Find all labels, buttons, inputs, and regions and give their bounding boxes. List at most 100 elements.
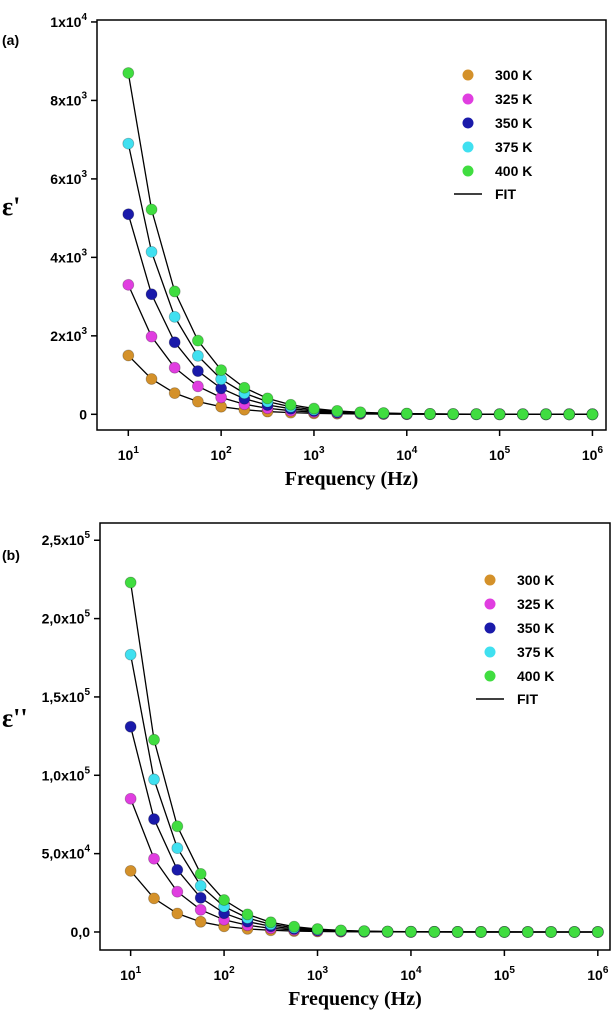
legend-label: FIT	[495, 186, 516, 202]
data-point	[148, 813, 160, 825]
y-tick-label-exp: 3	[81, 247, 87, 258]
data-point	[261, 392, 274, 405]
data-point	[148, 733, 160, 746]
data-point	[171, 863, 184, 876]
data-point	[122, 349, 135, 362]
data-point	[241, 908, 254, 921]
legend-label: 300 K	[495, 67, 532, 83]
y-tick-label: 1x104	[50, 12, 87, 30]
x-tick-label: 103	[307, 965, 329, 983]
plot-frame	[96, 19, 607, 431]
data-point	[194, 891, 207, 904]
data-point	[191, 349, 204, 362]
panel-label: (a)	[2, 32, 19, 48]
data-point	[124, 792, 137, 805]
x-tick-label: 101	[120, 965, 142, 983]
data-point	[335, 924, 347, 937]
data-point	[381, 925, 394, 938]
data-point	[194, 915, 207, 928]
data-point	[191, 380, 204, 393]
data-point	[568, 926, 581, 938]
data-point	[168, 361, 181, 374]
legend-label: 375 K	[517, 644, 554, 660]
x-tick-label: 101	[118, 445, 140, 463]
x-tick-label: 104	[396, 445, 418, 463]
x-tick-label: 102	[214, 965, 236, 983]
y-tick-label-exp: 4	[84, 844, 90, 855]
data-point	[516, 408, 529, 421]
x-tick-label-base: 10	[118, 447, 134, 463]
data-point	[405, 925, 417, 938]
x-tick-label-base: 10	[303, 447, 319, 463]
data-point	[122, 278, 135, 291]
y-tick-label: 1,0x105	[42, 765, 91, 783]
y-tick-label-base: 1x10	[50, 14, 81, 30]
y-tick-label-exp: 5	[84, 609, 90, 620]
data-point	[288, 920, 301, 933]
y-tick-label-base: 1,5x10	[42, 689, 85, 705]
legend-label: 325 K	[495, 91, 532, 107]
y-tick-label-exp: 3	[81, 169, 87, 180]
x-tick-label-exp: 1	[136, 965, 142, 976]
legend-marker	[484, 598, 496, 610]
data-point	[354, 406, 367, 419]
legend-label: 375 K	[495, 139, 532, 155]
y-tick-label-base: 2,0x10	[42, 611, 85, 627]
y-tick-label-exp: 5	[84, 530, 90, 541]
data-point	[194, 867, 207, 880]
x-tick-label: 105	[494, 965, 516, 983]
x-axis-label: Frequency (Hz)	[288, 988, 422, 1010]
x-tick-label: 106	[587, 965, 609, 983]
y-axis-label: ε'	[2, 192, 20, 221]
data-point	[168, 285, 181, 298]
data-point	[145, 330, 158, 343]
legend-marker	[462, 117, 474, 129]
y-tick-label-base: 6x10	[50, 171, 81, 187]
x-tick-label-exp: 3	[319, 445, 325, 456]
data-point	[451, 925, 464, 938]
data-point	[145, 245, 158, 258]
data-point	[171, 885, 184, 898]
y-tick-label-base: 2,5x10	[42, 532, 85, 548]
data-point	[122, 67, 135, 79]
data-point	[171, 820, 184, 833]
data-point	[331, 404, 344, 417]
data-point	[124, 720, 137, 733]
data-point	[171, 907, 184, 920]
y-tick-label-exp: 3	[81, 326, 87, 337]
x-tick-label-base: 10	[582, 447, 598, 463]
data-point	[148, 892, 160, 905]
data-point	[470, 408, 483, 421]
data-point	[122, 137, 135, 150]
data-point	[148, 773, 160, 786]
x-tick-label-exp: 5	[509, 965, 515, 976]
x-tick-label-exp: 1	[133, 445, 139, 456]
legend-marker	[484, 646, 496, 658]
legend-marker	[462, 165, 474, 177]
data-point	[145, 288, 158, 301]
x-tick-label: 105	[489, 445, 511, 463]
data-point	[194, 879, 207, 892]
legend-marker	[484, 574, 496, 586]
y-tick-label-exp: 3	[81, 90, 87, 101]
x-tick-label-exp: 4	[416, 965, 422, 976]
data-point	[168, 336, 181, 349]
y-tick-label: 0	[79, 406, 87, 422]
data-point	[545, 926, 557, 938]
legend-marker	[484, 670, 496, 682]
y-tick-label-exp: 5	[84, 765, 90, 776]
fit-line	[127, 284, 593, 415]
y-tick-label: 0,0	[71, 924, 91, 940]
x-tick-label-base: 10	[489, 447, 505, 463]
x-tick-label-base: 10	[494, 967, 510, 983]
legend-marker	[462, 141, 474, 153]
x-tick-label: 103	[303, 445, 325, 463]
data-point	[400, 407, 413, 420]
data-point	[145, 203, 158, 216]
y-tick-label: 1,5x105	[42, 687, 91, 705]
legend-marker	[462, 93, 474, 105]
data-point	[168, 387, 181, 400]
y-tick-label-base: 2x10	[50, 328, 81, 344]
legend-marker	[462, 69, 474, 81]
legend-label: 350 K	[495, 115, 532, 131]
